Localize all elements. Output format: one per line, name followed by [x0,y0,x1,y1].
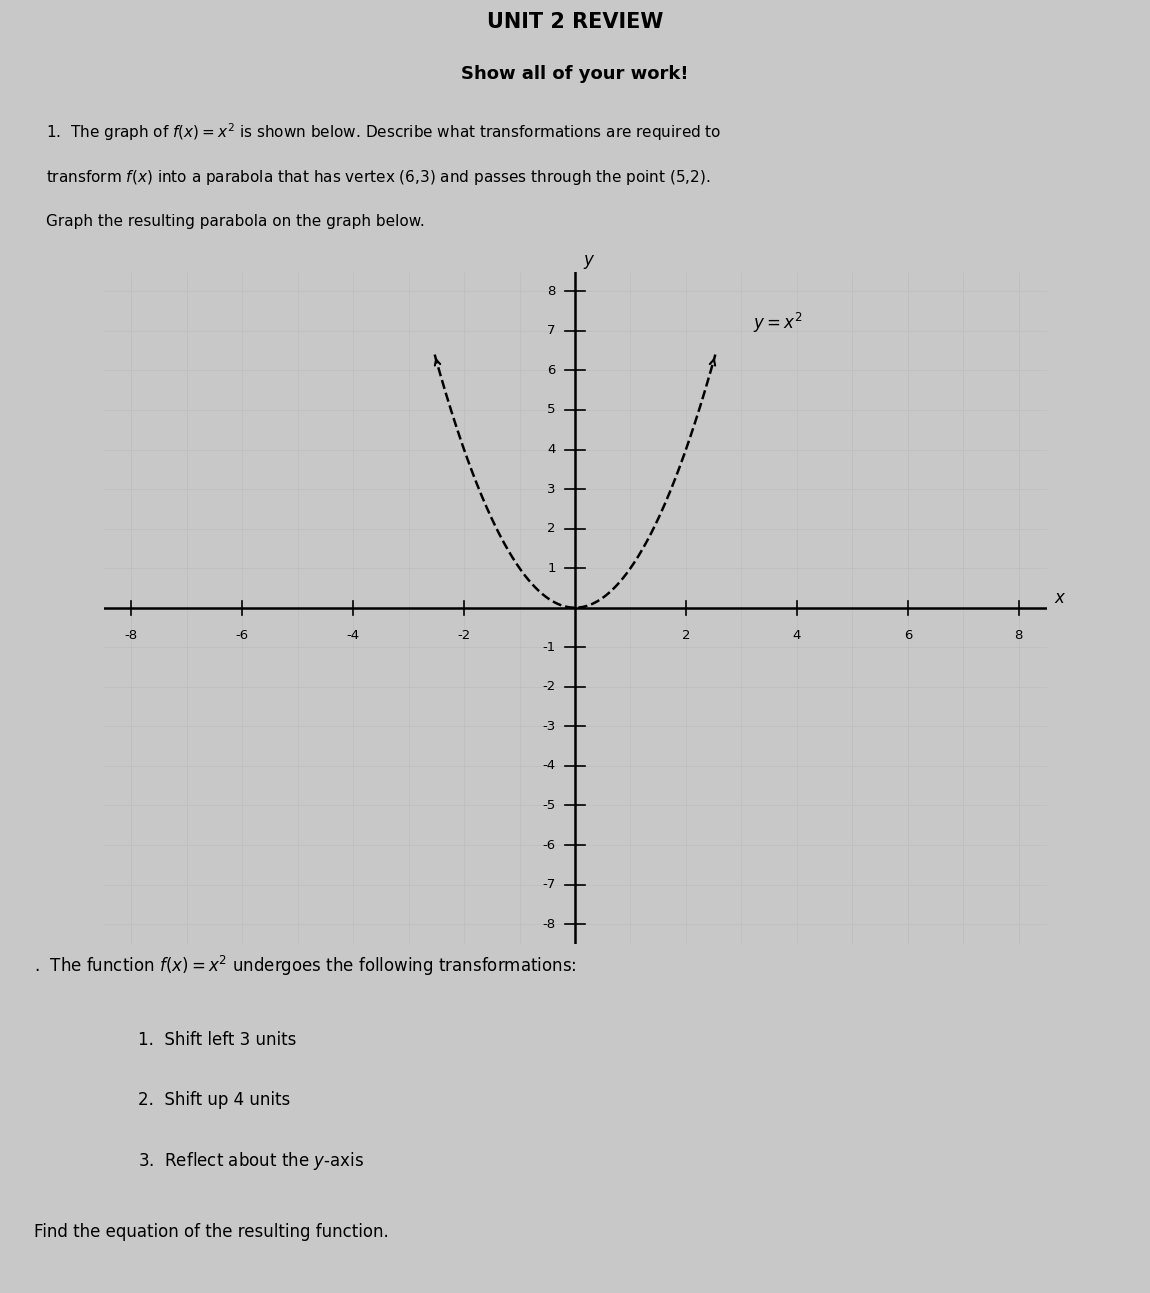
Text: 6: 6 [547,363,555,376]
Text: 7: 7 [547,325,555,337]
Text: Graph the resulting parabola on the graph below.: Graph the resulting parabola on the grap… [46,215,424,229]
Text: .  The function $f(x) = x^2$ undergoes the following transformations:: . The function $f(x) = x^2$ undergoes th… [34,954,577,979]
Text: 3: 3 [547,482,555,495]
Text: $y$: $y$ [583,252,595,270]
Text: Find the equation of the resulting function.: Find the equation of the resulting funct… [34,1223,389,1241]
Text: -8: -8 [543,918,555,931]
Text: transform $f(x)$ into a parabola that has vertex (6,3) and passes through the po: transform $f(x)$ into a parabola that ha… [46,168,711,186]
Text: -2: -2 [458,630,470,643]
Text: $y = x^2$: $y = x^2$ [752,310,802,335]
Text: -8: -8 [124,630,138,643]
Text: 3.  Reflect about the $y$-axis: 3. Reflect about the $y$-axis [138,1149,365,1171]
Text: -6: -6 [543,839,555,852]
Text: 2: 2 [682,630,690,643]
Text: Show all of your work!: Show all of your work! [461,65,689,83]
Text: 8: 8 [1014,630,1024,643]
Text: 1.  The graph of $f(x) = x^2$ is shown below. Describe what transformations are : 1. The graph of $f(x) = x^2$ is shown be… [46,122,721,142]
Text: -3: -3 [543,720,555,733]
Text: 2.  Shift up 4 units: 2. Shift up 4 units [138,1090,290,1108]
Text: 8: 8 [547,284,555,297]
Text: -2: -2 [543,680,555,693]
Text: -1: -1 [543,641,555,654]
Text: 1.  Shift left 3 units: 1. Shift left 3 units [138,1032,297,1049]
Text: 4: 4 [547,443,555,456]
Text: -7: -7 [543,878,555,891]
Text: 4: 4 [792,630,802,643]
Text: UNIT 2 REVIEW: UNIT 2 REVIEW [486,12,664,31]
Text: -6: -6 [236,630,248,643]
Text: -4: -4 [543,759,555,772]
Text: 1: 1 [547,561,555,574]
Text: 6: 6 [904,630,912,643]
Text: -4: -4 [346,630,360,643]
Text: $x$: $x$ [1055,588,1066,606]
Text: -5: -5 [543,799,555,812]
Text: 2: 2 [547,522,555,535]
Text: 5: 5 [547,403,555,416]
